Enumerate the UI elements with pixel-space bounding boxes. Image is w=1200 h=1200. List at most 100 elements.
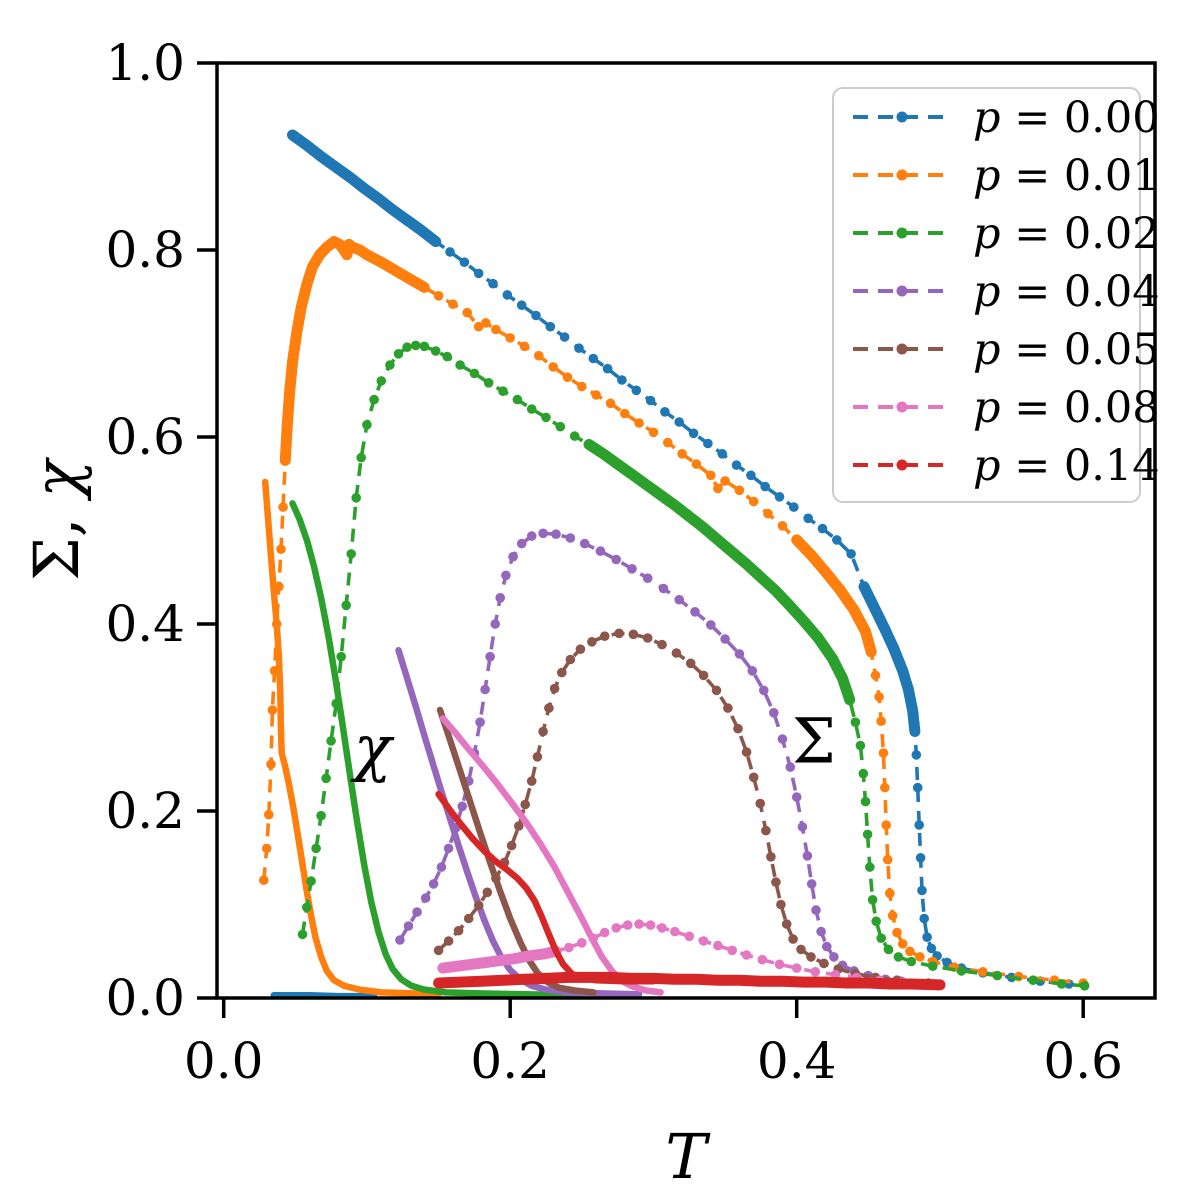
marker-dot [774,959,785,970]
marker-dot [789,502,799,512]
marker-dot [797,822,808,832]
x-tick-label: 0.4 [757,1032,837,1090]
marker-dot [713,940,723,951]
sigma-markers-0.01 [259,236,1088,988]
marker-dot [611,554,621,565]
marker-dot [992,970,1003,981]
marker-dot [688,428,699,439]
marker-dot [897,666,908,676]
marker-dot [622,920,633,930]
marker-dot [698,936,709,946]
marker-dot [827,653,838,664]
marker-dot [880,782,890,793]
legend-entry-label: p = 0.01 [973,151,1160,201]
marker-dot [574,343,584,354]
marker-dot [834,584,845,595]
marker-dot [410,340,421,351]
marker-dot [685,658,696,669]
marker-dot [915,952,925,962]
series-sigma-p014 [433,971,946,991]
marker-dot [551,529,561,539]
marker-dot [462,307,473,318]
marker-dot [660,407,670,417]
x-tick-label: 0.0 [184,1032,264,1090]
marker-dot [887,910,898,921]
marker-dot [860,626,871,637]
marker-dot [822,941,832,952]
marker-dot [433,291,444,301]
marker-dot [769,708,779,718]
marker-dot [347,242,358,252]
marker-dot [763,508,773,519]
marker-dot [345,172,355,182]
marker-dot [713,975,723,985]
marker-dot [452,961,463,971]
marker-dot [691,459,702,469]
marker-dot [612,459,623,469]
marker-dot [614,628,624,639]
marker-dot [799,616,809,626]
marker-dot [579,538,590,549]
series-sigma-p008 [437,919,931,989]
marker-dot [928,961,938,971]
marker-dot [416,225,427,236]
marker-dot [810,967,821,977]
marker-dot [569,431,580,441]
marker-dot [892,927,902,938]
legend: p = 0.00 p = 0.01 p = 0.02 p = 0.04 p = 0.05… [832,87,1160,503]
marker-dot [883,944,894,955]
x-tick-label: 0.2 [470,1032,550,1090]
marker-dot [373,193,384,204]
marker-dot [912,782,923,793]
marker-dot [915,853,926,863]
marker-dot [871,916,881,927]
marker-dot [677,449,687,459]
marker-dot [770,585,780,596]
marker-dot [785,762,796,772]
marker-dot [748,496,759,507]
legend-entry-label: p = 0.05 [973,325,1160,375]
marker-dot [914,820,924,830]
marker-dot [910,726,920,737]
marker-dot [1079,981,1090,991]
marker-dot [893,952,904,962]
marker-dot [483,378,494,388]
marker-dot [731,460,742,470]
marker-dot [557,667,567,678]
marker-dot [405,274,415,284]
marker-dot [599,631,610,641]
marker-dot [774,492,785,502]
marker-dot [727,945,737,956]
legend-entry: p = 0.00 [853,93,1160,143]
marker-dot [628,629,639,640]
marker-dot [438,963,448,973]
marker-dot [548,362,558,372]
marker-dot [829,952,839,962]
marker-dot [502,290,513,300]
marker-dot [362,249,372,260]
marker-dot [935,980,945,990]
marker-dot [287,130,298,140]
marker-dot [376,257,387,268]
marker-dot [509,953,520,964]
marker-dot [756,572,766,583]
marker-dot [448,299,458,310]
legend-entry: p = 0.04 [853,267,1160,317]
marker-dot [508,551,518,562]
marker-dot [531,310,541,321]
marker-dot [642,573,653,583]
marker-dot [278,502,288,512]
series-group [259,129,1090,1000]
annotation-sigma: Σ [792,704,836,777]
legend-entry: p = 0.01 [853,151,1160,201]
marker-dot [419,341,430,352]
marker-dot [302,140,312,151]
marker-dot [903,684,914,695]
marker-dot [591,390,601,400]
marker-dot [690,607,700,617]
marker-dot [761,825,771,836]
marker-dot [538,949,548,959]
marker-dot [519,974,530,985]
marker-dot [359,183,369,194]
marker-dot [516,300,527,311]
